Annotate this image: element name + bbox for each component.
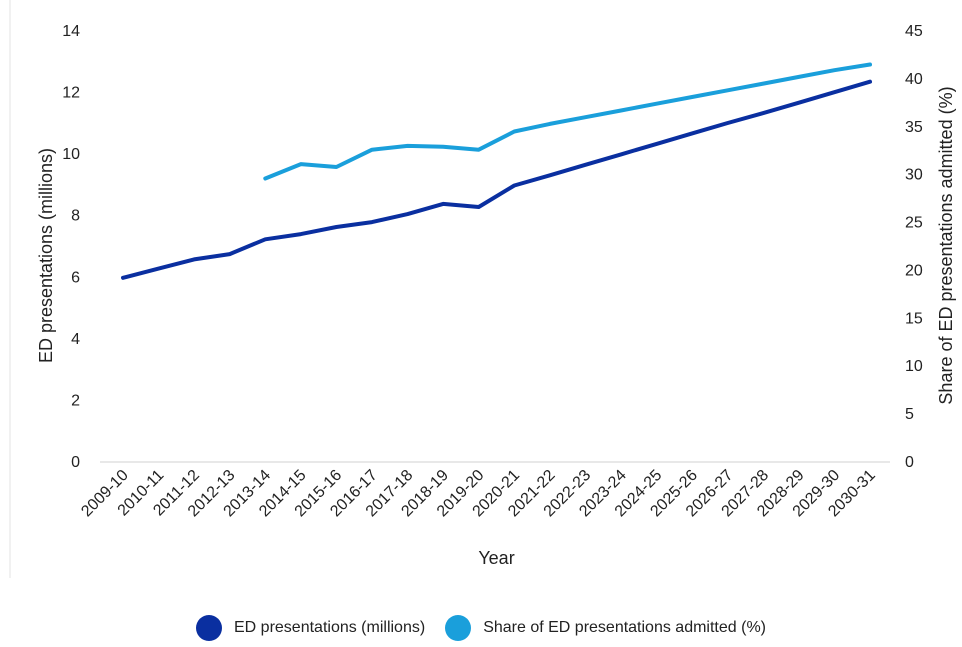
left-y-tick-label: 8 xyxy=(71,208,80,225)
right-y-axis: 0 5 10 15 20 25 30 35 40 45 xyxy=(905,23,923,471)
right-y-tick-label: 40 xyxy=(905,71,923,88)
left-y-axis: 0 2 4 6 8 10 12 14 xyxy=(9,0,80,578)
right-y-tick-label: 25 xyxy=(905,215,923,232)
right-y-tick-label: 15 xyxy=(905,310,923,327)
left-y-axis-title: ED presentations (millions) xyxy=(36,148,56,363)
right-y-tick-label: 5 xyxy=(905,406,914,423)
legend-label-ed-presentations: ED presentations (millions) xyxy=(234,619,426,636)
left-y-tick-label: 4 xyxy=(71,331,80,348)
left-y-tick-label: 12 xyxy=(62,85,80,102)
line-chart: 0 2 4 6 8 10 12 14 0 5 10 15 20 25 30 35 40 45 2009-1020… xyxy=(9,0,956,578)
right-y-tick-label: 10 xyxy=(905,358,923,375)
legend: ED presentations (millions) Share of ED … xyxy=(0,615,962,641)
left-y-tick-label: 0 xyxy=(71,454,80,471)
right-y-tick-label: 35 xyxy=(905,119,923,136)
series-line-share-admitted xyxy=(263,62,872,181)
x-axis-title: Year xyxy=(478,548,514,568)
right-y-tick-label: 30 xyxy=(905,167,923,184)
legend-swatch-share-admitted xyxy=(445,615,472,641)
series-layer xyxy=(121,62,872,280)
left-y-tick-label: 6 xyxy=(71,269,80,286)
left-y-tick-label: 10 xyxy=(62,146,80,163)
legend-swatch-ed-presentations xyxy=(196,615,222,641)
legend-label-share-admitted: Share of ED presentations admitted (%) xyxy=(483,619,766,636)
left-y-tick-label: 14 xyxy=(62,23,80,40)
x-axis: 2009-102010-112011-122012-132013-142014-… xyxy=(78,461,890,520)
right-y-axis-title: Share of ED presentations admitted (%) xyxy=(936,86,956,404)
legend-item-share-admitted: Share of ED presentations admitted (%) xyxy=(445,615,766,641)
right-y-tick-label: 20 xyxy=(905,262,923,279)
legend-item-ed-presentations: ED presentations (millions) xyxy=(196,615,425,641)
right-y-tick-label: 0 xyxy=(905,454,914,471)
right-y-tick-label: 45 xyxy=(905,23,923,40)
series-line-ed-presentations xyxy=(121,79,872,280)
left-y-tick-label: 2 xyxy=(71,392,80,409)
